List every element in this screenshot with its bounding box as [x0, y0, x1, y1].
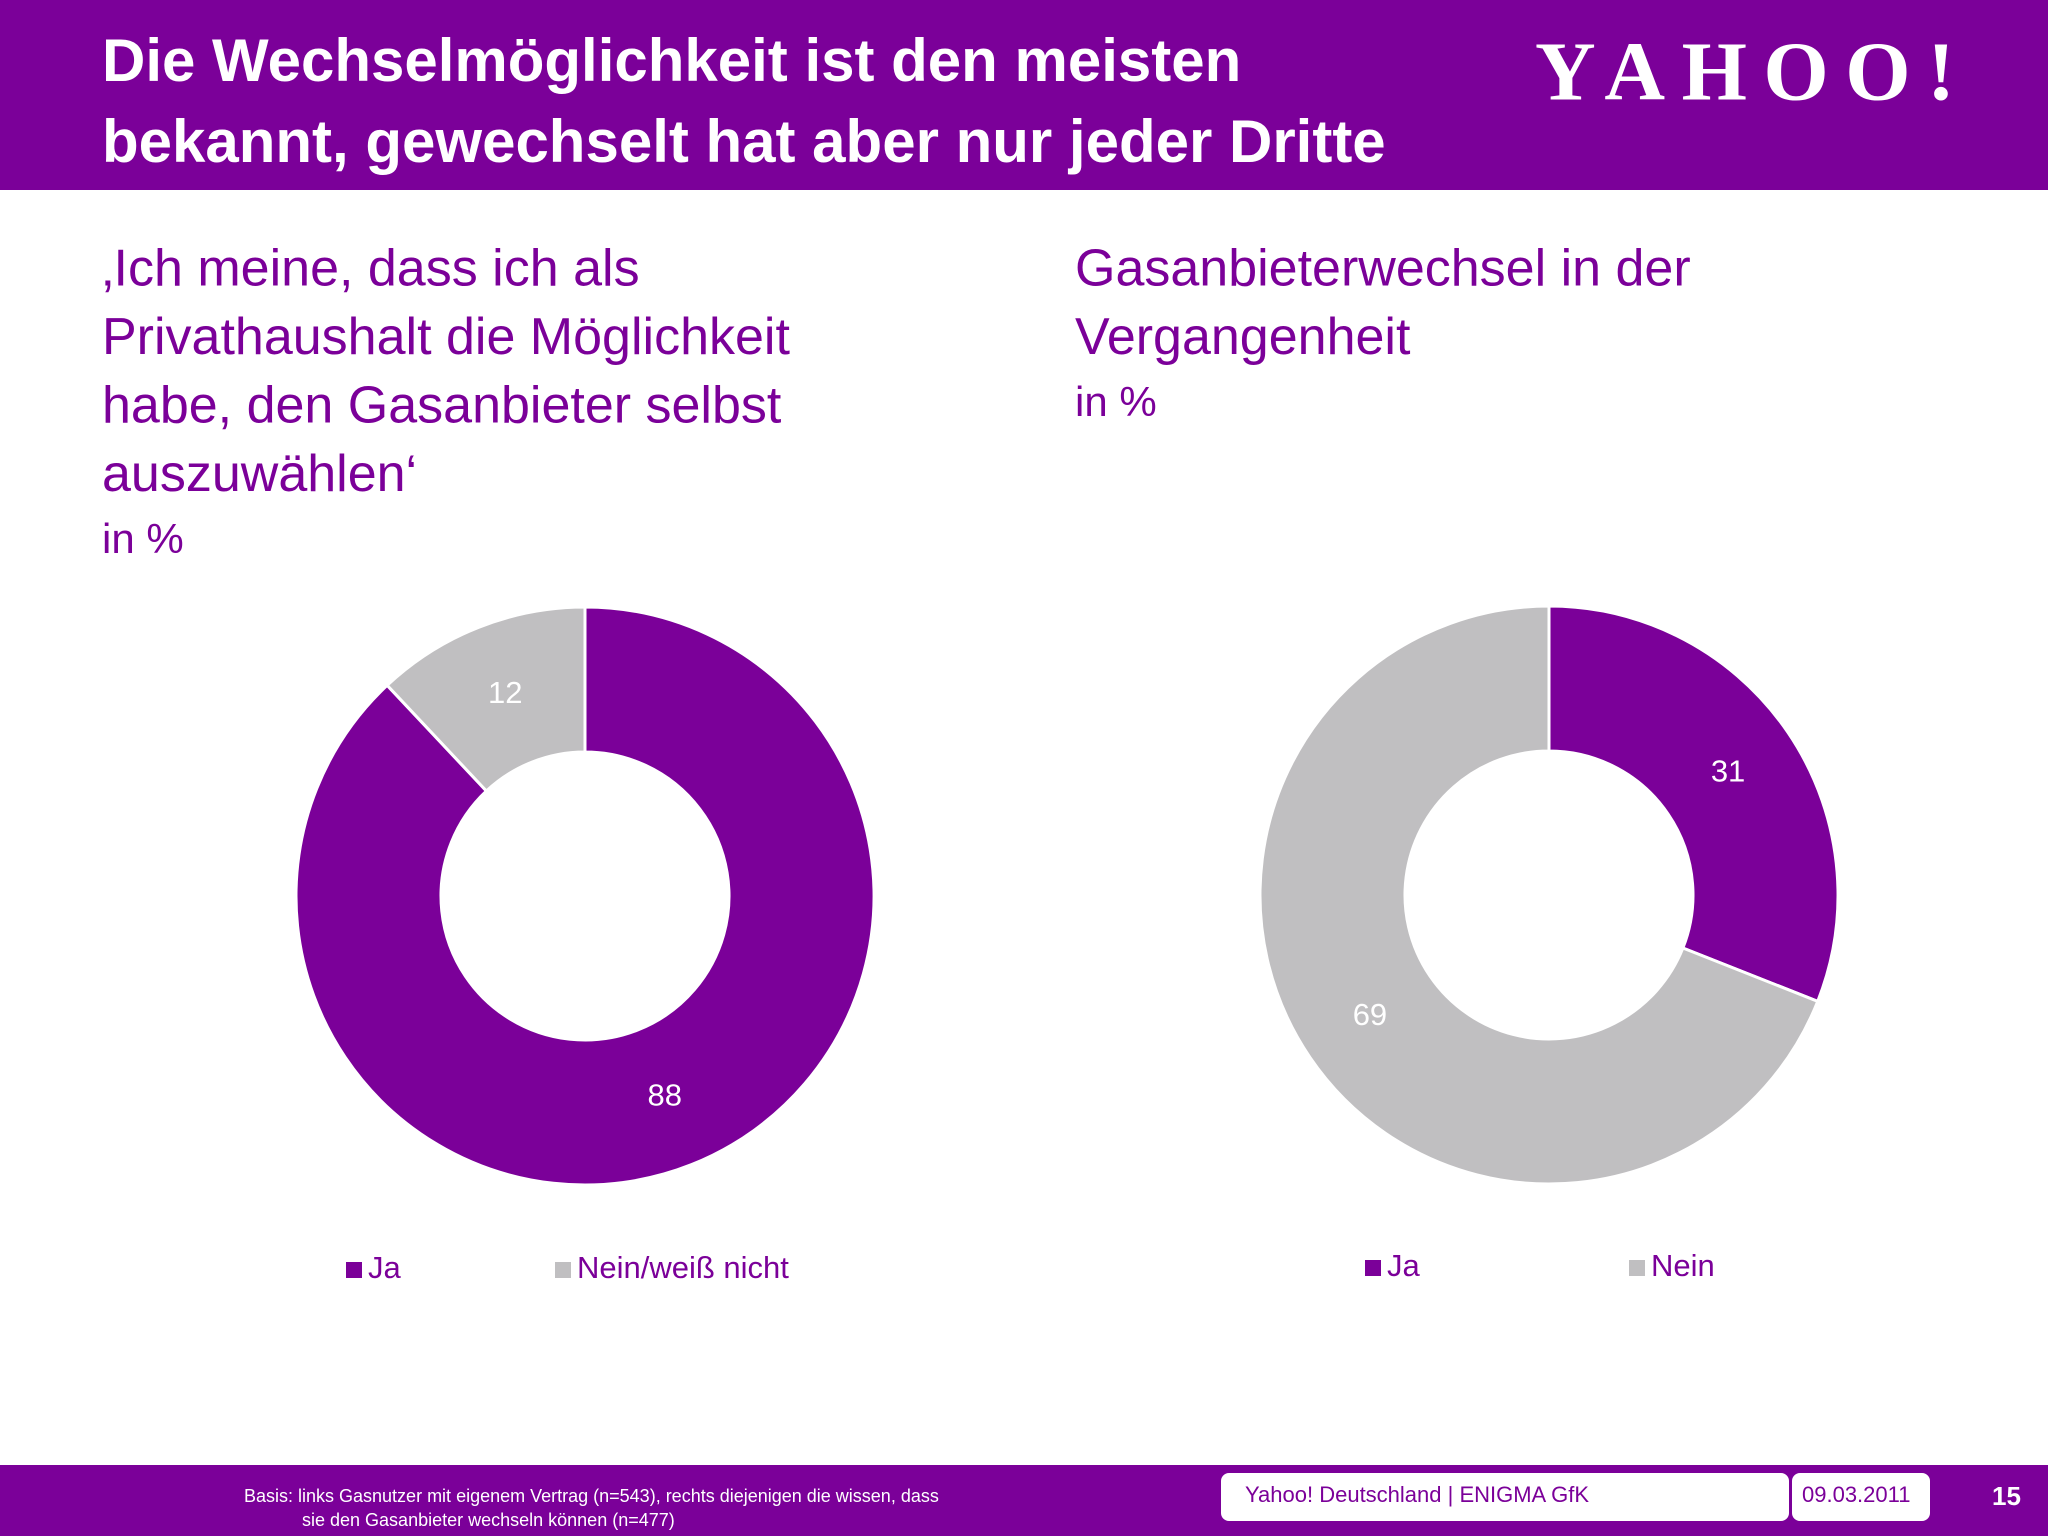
donut-segment: [294, 605, 876, 1187]
donut-segment: [385, 605, 587, 794]
date-box: [1792, 1473, 1930, 1521]
chart-title: ‚Ich meine, dass ich als: [102, 240, 640, 298]
legend-label: Nein/weiß nicht: [577, 1250, 789, 1285]
data-label: 12: [488, 675, 522, 710]
chart-title: habe, den Gasanbieter selbst: [102, 377, 782, 435]
legend-swatch: [555, 1262, 571, 1278]
footer-source: Yahoo! Deutschland | ENIGMA GfK: [1245, 1482, 1589, 1507]
footer-basis: Basis: links Gasnutzer mit eigenem Vertr…: [244, 1486, 939, 1506]
legend-label: Ja: [1387, 1248, 1421, 1283]
slide-title: bekannt, gewechselt hat aber nur jeder D…: [102, 108, 1386, 175]
donut-segment: [1547, 604, 1840, 1004]
legend-swatch: [346, 1262, 362, 1278]
chart-title: Vergangenheit: [1075, 308, 1411, 366]
chart-title: Privathaushalt die Möglichkeit: [102, 308, 790, 366]
page-number: 15: [1992, 1481, 2021, 1511]
legend-swatch: [1365, 1260, 1381, 1276]
data-label: 69: [1353, 997, 1387, 1032]
slide-title: Die Wechselmöglichkeit ist den meisten: [102, 27, 1241, 94]
chart-subtitle: in %: [1075, 378, 1157, 425]
donut-segment: [1258, 604, 1820, 1186]
legend-swatch: [1629, 1260, 1645, 1276]
chart-title: Gasanbieterwechsel in der: [1075, 240, 1691, 298]
data-label: 88: [647, 1077, 681, 1112]
chart-subtitle: in %: [102, 515, 184, 562]
chart-title: auszuwählen‘: [102, 445, 417, 503]
source-box: [1221, 1473, 1789, 1521]
data-label: 31: [1711, 753, 1745, 788]
footer-date: 09.03.2011: [1802, 1482, 1910, 1507]
logo: YAHOO!: [1535, 25, 1955, 118]
header-band: [0, 0, 2048, 190]
legend-label: Ja: [368, 1250, 402, 1285]
footer-basis: sie den Gasanbieter wechseln können (n=4…: [302, 1510, 675, 1530]
legend-label: Nein: [1651, 1248, 1715, 1283]
